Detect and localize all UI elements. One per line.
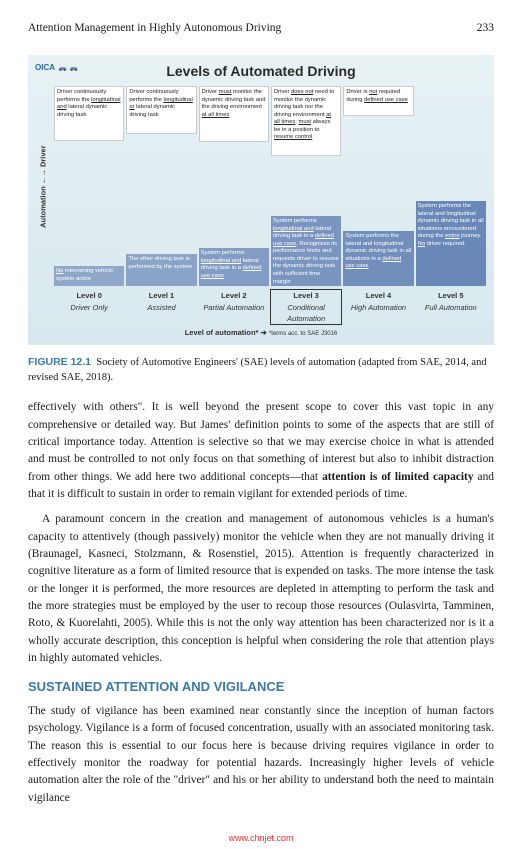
x-label: Level 3Conditional Automation bbox=[271, 290, 341, 324]
page-number: 233 bbox=[477, 20, 494, 37]
arrow-icon: ➔ bbox=[261, 328, 267, 337]
oica-logo-text: OICA bbox=[35, 62, 55, 74]
chart-col: Driver continuously performs the longitu… bbox=[54, 86, 124, 286]
watermark: www.chnjet.com bbox=[0, 832, 522, 846]
chart-col: System performs the lateral and longitud… bbox=[416, 86, 486, 286]
x-label: Level 2Partial Automation bbox=[199, 290, 269, 324]
car-icon bbox=[57, 63, 85, 73]
x-axis-caption: Level of automation* ➔ *terms acc. to SA… bbox=[36, 327, 486, 339]
figure-title: Levels of Automated Driving bbox=[36, 61, 486, 82]
page-header: Attention Management in Highly Autonomou… bbox=[28, 20, 494, 37]
driver-box: Driver continuously performs the longitu… bbox=[54, 86, 124, 141]
chart-area: Automation ←→ Driver Driver continuously… bbox=[36, 86, 486, 286]
figure-12-1: OICA Levels of Automated Driving Automat… bbox=[28, 55, 494, 345]
body-paragraph: The study of vigilance has been examined… bbox=[28, 703, 494, 807]
system-box: System performs longitudinal and lateral… bbox=[199, 248, 269, 286]
system-box: System performs the lateral and longitud… bbox=[343, 231, 413, 286]
x-label: Level 0Driver Only bbox=[54, 290, 124, 324]
x-axis-caption-left: Level of automation* bbox=[185, 328, 259, 337]
figure-caption: FIGURE 12.1 Society of Automotive Engine… bbox=[28, 355, 494, 385]
x-axis-labels: Level 0Driver Only Level 1Assisted Level… bbox=[36, 290, 486, 324]
system-box: The other driving task is performed by t… bbox=[126, 254, 196, 286]
x-label: Level 1Assisted bbox=[126, 290, 196, 324]
system-box: No intervening vehicle system active bbox=[54, 266, 124, 286]
chart-col: Driver is not required during defined us… bbox=[343, 86, 413, 286]
driver-box: Driver continuously performs the longitu… bbox=[126, 86, 196, 134]
driver-box: Driver does not need to monitor the dyna… bbox=[271, 86, 341, 156]
x-label: Level 5Full Automation bbox=[416, 290, 486, 324]
driver-box: Driver must monitor the dynamic driving … bbox=[199, 86, 269, 142]
chart-col: Driver does not need to monitor the dyna… bbox=[271, 86, 341, 286]
y-axis: Automation ←→ Driver bbox=[36, 86, 50, 286]
oica-logo: OICA bbox=[35, 62, 85, 74]
figure-caption-text: Society of Automotive Engineers' (SAE) l… bbox=[28, 357, 487, 383]
y-axis-label: Automation ←→ Driver bbox=[37, 145, 48, 228]
system-box: System performs the lateral and longitud… bbox=[416, 201, 486, 286]
body-paragraph: effectively with others". It is well bey… bbox=[28, 399, 494, 503]
chart-col: Driver continuously performs the longitu… bbox=[126, 86, 196, 286]
system-box: System performs longitudinal and lateral… bbox=[271, 216, 341, 286]
x-axis-note: *terms acc. to SAE J3016 bbox=[269, 331, 337, 337]
driver-box: Driver is not required during defined us… bbox=[343, 86, 413, 116]
body-paragraph: A paramount concern in the creation and … bbox=[28, 511, 494, 667]
figure-number: FIGURE 12.1 bbox=[28, 356, 91, 368]
chart-col: Driver must monitor the dynamic driving … bbox=[199, 86, 269, 286]
x-label: Level 4High Automation bbox=[343, 290, 413, 324]
running-title: Attention Management in Highly Autonomou… bbox=[28, 20, 281, 37]
section-heading: SUSTAINED ATTENTION AND VIGILANCE bbox=[28, 677, 494, 697]
